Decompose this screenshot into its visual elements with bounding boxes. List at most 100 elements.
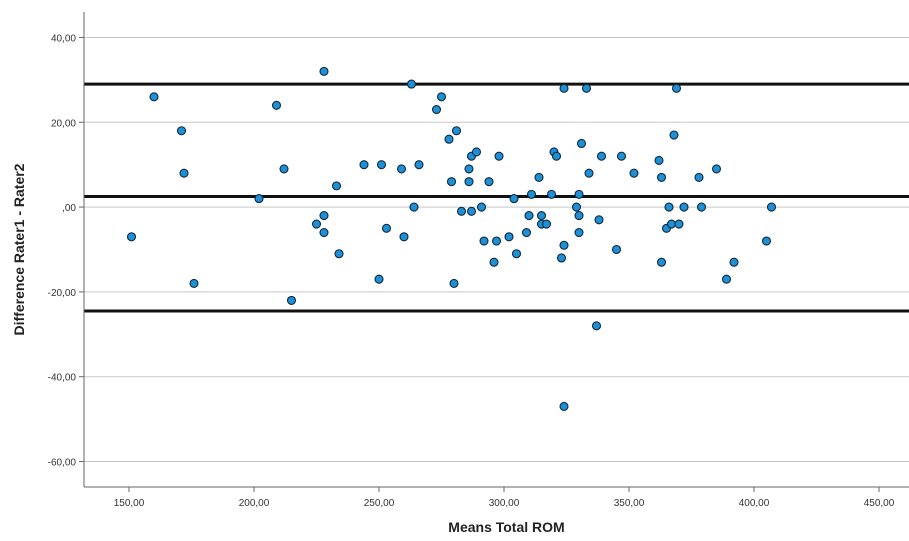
data-point — [399, 232, 409, 242]
data-point — [431, 104, 442, 115]
data-point — [679, 202, 689, 212]
data-point — [484, 177, 494, 187]
data-point — [489, 257, 499, 267]
data-point — [546, 189, 557, 199]
data-point — [666, 219, 677, 229]
data-point — [374, 274, 384, 284]
data-point — [611, 244, 622, 255]
data-point — [594, 215, 604, 225]
y-tick-label: -20,00 — [48, 288, 77, 299]
x-tick-label: 300,00 — [489, 498, 520, 509]
data-point — [711, 164, 722, 174]
y-tick-label: ,00 — [62, 203, 76, 214]
data-point — [596, 151, 607, 161]
data-point — [559, 83, 569, 93]
data-point — [574, 189, 584, 199]
data-point — [149, 92, 159, 102]
data-point — [729, 257, 739, 267]
data-point — [504, 232, 514, 242]
data-point — [551, 151, 562, 161]
data-point — [126, 232, 137, 242]
data-point — [574, 227, 584, 238]
data-point — [271, 100, 282, 110]
data-point — [189, 278, 199, 288]
data-point — [279, 164, 289, 174]
data-point — [436, 92, 447, 102]
data-point — [464, 177, 474, 187]
data-point — [574, 211, 584, 221]
data-point — [376, 160, 387, 170]
data-point — [556, 253, 567, 263]
data-point — [331, 181, 342, 191]
data-point — [629, 168, 639, 178]
data-point — [319, 66, 329, 76]
y-axis-title: Difference Rater1 - Rater2 — [11, 163, 27, 335]
data-point — [509, 194, 519, 204]
data-point — [541, 219, 552, 229]
data-point — [476, 202, 487, 212]
data-point — [451, 126, 462, 136]
data-point — [494, 151, 504, 161]
data-point — [534, 172, 544, 182]
data-point — [656, 257, 667, 267]
grid-layer — [84, 36, 909, 463]
data-point — [766, 202, 777, 212]
x-tick-label: 350,00 — [614, 498, 645, 509]
data-point — [559, 240, 569, 250]
y-tick-label: 20,00 — [51, 118, 76, 129]
data-point — [311, 219, 322, 229]
data-point — [319, 227, 329, 238]
data-point — [584, 168, 594, 178]
tick-labels: 40,00 20,00 ,00 -20,00 -40,00 -60,00 150,00 200… — [48, 33, 895, 509]
data-point — [616, 151, 627, 161]
x-axis-title: Means Total ROM — [448, 519, 564, 535]
data-point — [381, 223, 392, 233]
x-tick-label: 150,00 — [114, 498, 145, 509]
data-point — [524, 211, 534, 221]
data-point — [654, 155, 664, 165]
data-point — [409, 202, 419, 212]
data-point — [449, 278, 459, 288]
data-point — [669, 130, 679, 140]
data-point — [176, 126, 187, 136]
data-point — [466, 206, 477, 216]
y-tick-label: 40,00 — [51, 33, 76, 44]
x-tick-label: 450,00 — [864, 498, 895, 509]
data-point — [721, 274, 732, 284]
data-point — [334, 249, 344, 259]
data-point — [581, 83, 592, 93]
data-point — [254, 194, 264, 204]
data-point — [406, 79, 417, 89]
data-point — [414, 160, 424, 170]
data-point — [576, 138, 587, 149]
x-tick-label: 200,00 — [239, 498, 270, 509]
x-tick-label: 400,00 — [739, 498, 770, 509]
x-tick-label: 250,00 — [364, 498, 395, 509]
data-point — [511, 249, 522, 259]
data-point — [571, 202, 582, 212]
data-point — [179, 168, 189, 178]
data-point — [559, 401, 569, 411]
data-point — [319, 211, 329, 221]
data-point — [694, 172, 704, 182]
reference-lines — [84, 82, 909, 313]
data-point — [536, 211, 547, 221]
data-point — [671, 83, 682, 93]
data-point — [674, 219, 684, 229]
data-point — [761, 236, 772, 246]
data-point — [521, 227, 532, 238]
data-point — [664, 202, 674, 212]
data-point — [526, 189, 537, 199]
data-point — [444, 134, 454, 144]
y-tick-label: -40,00 — [48, 373, 77, 384]
axes — [79, 12, 909, 492]
data-point — [359, 160, 369, 170]
data-point — [491, 236, 502, 246]
data-point — [479, 236, 489, 246]
data-point — [696, 202, 707, 212]
data-point — [456, 206, 467, 216]
data-points — [126, 66, 777, 411]
data-point — [656, 172, 667, 182]
data-point — [396, 164, 407, 174]
